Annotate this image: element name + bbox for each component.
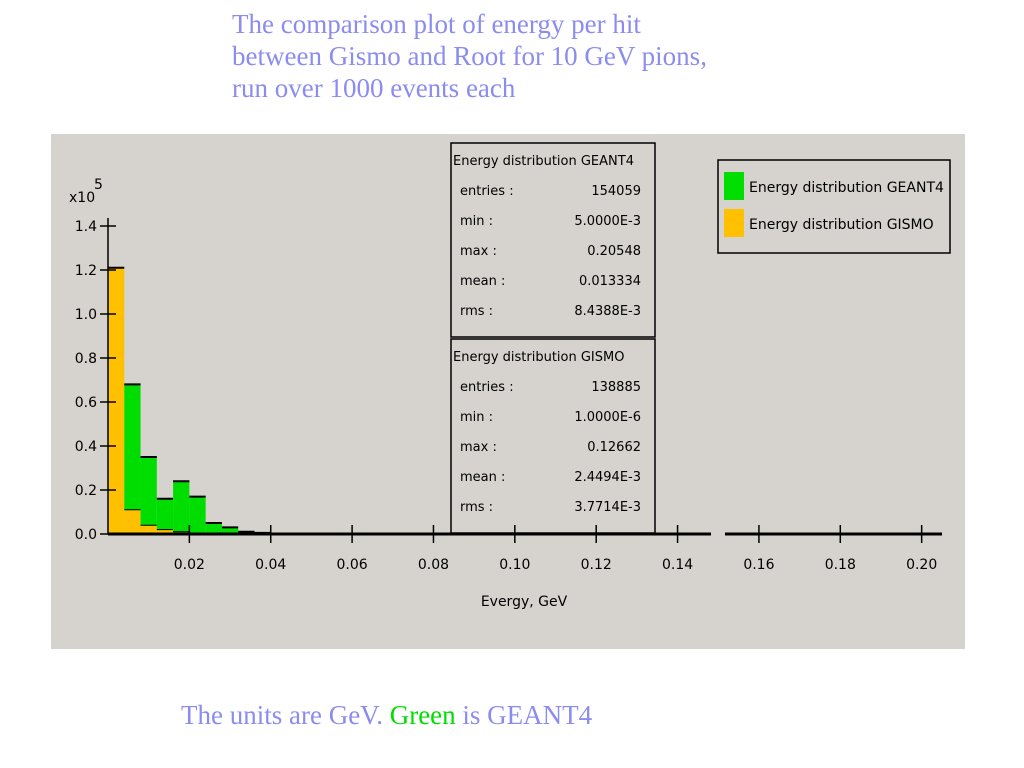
caption: The units are GeV. Green is GEANT4 — [181, 700, 592, 731]
stats-row-label: rms : — [460, 304, 493, 319]
gismo-bar — [124, 509, 141, 534]
y-tick-label: 0.0 — [75, 527, 97, 543]
stats-row-value: 0.20548 — [587, 244, 641, 259]
x-tick-label: 0.10 — [499, 557, 530, 573]
x-axis-label: Evergy, GeV — [481, 594, 568, 610]
stats-row-label: rms : — [460, 500, 493, 515]
x-tick-label: 0.14 — [662, 557, 693, 573]
geant4-bar — [205, 523, 222, 534]
y-tick-label: 0.8 — [75, 351, 97, 367]
stats-box-title: Energy distribution GISMO — [453, 350, 624, 365]
caption-suffix: is GEANT4 — [455, 700, 593, 730]
stats-row-value: 0.12662 — [587, 440, 641, 455]
stats-box — [450, 142, 656, 338]
caption-prefix: The units are GeV. — [181, 700, 390, 730]
x-tick-label: 0.06 — [337, 557, 368, 573]
stats-box-title: Energy distribution GEANT4 — [453, 154, 634, 169]
geant4-bar — [221, 527, 239, 534]
stats-row-value: 8.4388E-3 — [574, 304, 641, 319]
stats-row-label: max : — [460, 244, 497, 259]
title-line-2: between Gismo and Root for 10 GeV pions, — [232, 41, 707, 71]
legend-label: Energy distribution GISMO — [749, 217, 934, 233]
legend-label: Energy distribution GEANT4 — [749, 180, 944, 196]
x-tick-label: 0.20 — [906, 557, 937, 573]
y-tick-label: 0.4 — [75, 439, 97, 455]
stats-row-value: 154059 — [591, 184, 641, 199]
geant4-bar — [124, 384, 141, 510]
stats-row-label: entries : — [460, 184, 514, 199]
plot-panel: 0.0 0.2 0.4 0.6 0.8 1.0 1.2 1.4 x10 5 0.02 0.04 0.06… — [51, 134, 965, 649]
gismo-bar — [156, 529, 174, 534]
title-line-1: The comparison plot of energy per hit — [232, 9, 641, 39]
legend-box — [717, 159, 951, 254]
y-multiplier-label: x10 — [69, 190, 95, 206]
legend-swatch — [724, 209, 744, 237]
caption-highlight: Green — [389, 700, 456, 730]
x-tick-label: 0.02 — [174, 557, 205, 573]
y-tick-label: 1.2 — [75, 263, 97, 279]
geant4-bar — [189, 496, 206, 534]
x-tick-label: 0.08 — [418, 557, 449, 573]
y-tick-label: 0.6 — [75, 395, 97, 411]
stats-row-value: 138885 — [591, 380, 641, 395]
geant4-bar — [140, 457, 157, 526]
stats-row-value: 1.0000E-6 — [574, 410, 641, 425]
x-tick-label: 0.18 — [825, 557, 856, 573]
x-tick-label: 0.12 — [581, 557, 612, 573]
geant4-bar — [156, 498, 174, 530]
y-tick-label: 0.2 — [75, 483, 97, 499]
stats-row-value: 5.0000E-3 — [574, 214, 641, 229]
stats-row-label: mean : — [460, 470, 505, 485]
stats-row-label: max : — [460, 440, 497, 455]
stats-row-label: min : — [460, 410, 493, 425]
geant4-bar — [173, 481, 190, 532]
x-tick-label: 0.16 — [743, 557, 774, 573]
stats-row-value: 0.013334 — [579, 274, 641, 289]
page-title: The comparison plot of energy per hit be… — [232, 8, 852, 104]
gismo-bar — [108, 267, 125, 534]
stats-row-label: min : — [460, 214, 493, 229]
stats-row-value: 3.7714E-3 — [574, 500, 641, 515]
stats-row-value: 2.4494E-3 — [574, 470, 641, 485]
x-tick-label: 0.04 — [255, 557, 286, 573]
stats-row-label: entries : — [460, 380, 514, 395]
gismo-bar — [140, 525, 157, 534]
legend-swatch — [724, 172, 744, 200]
y-tick-label: 1.4 — [75, 219, 97, 235]
stats-box — [450, 338, 656, 534]
y-exponent-label: 5 — [94, 177, 103, 193]
y-tick-label: 1.0 — [75, 307, 97, 323]
title-line-3: run over 1000 events each — [232, 73, 516, 103]
stats-row-label: mean : — [460, 274, 505, 289]
